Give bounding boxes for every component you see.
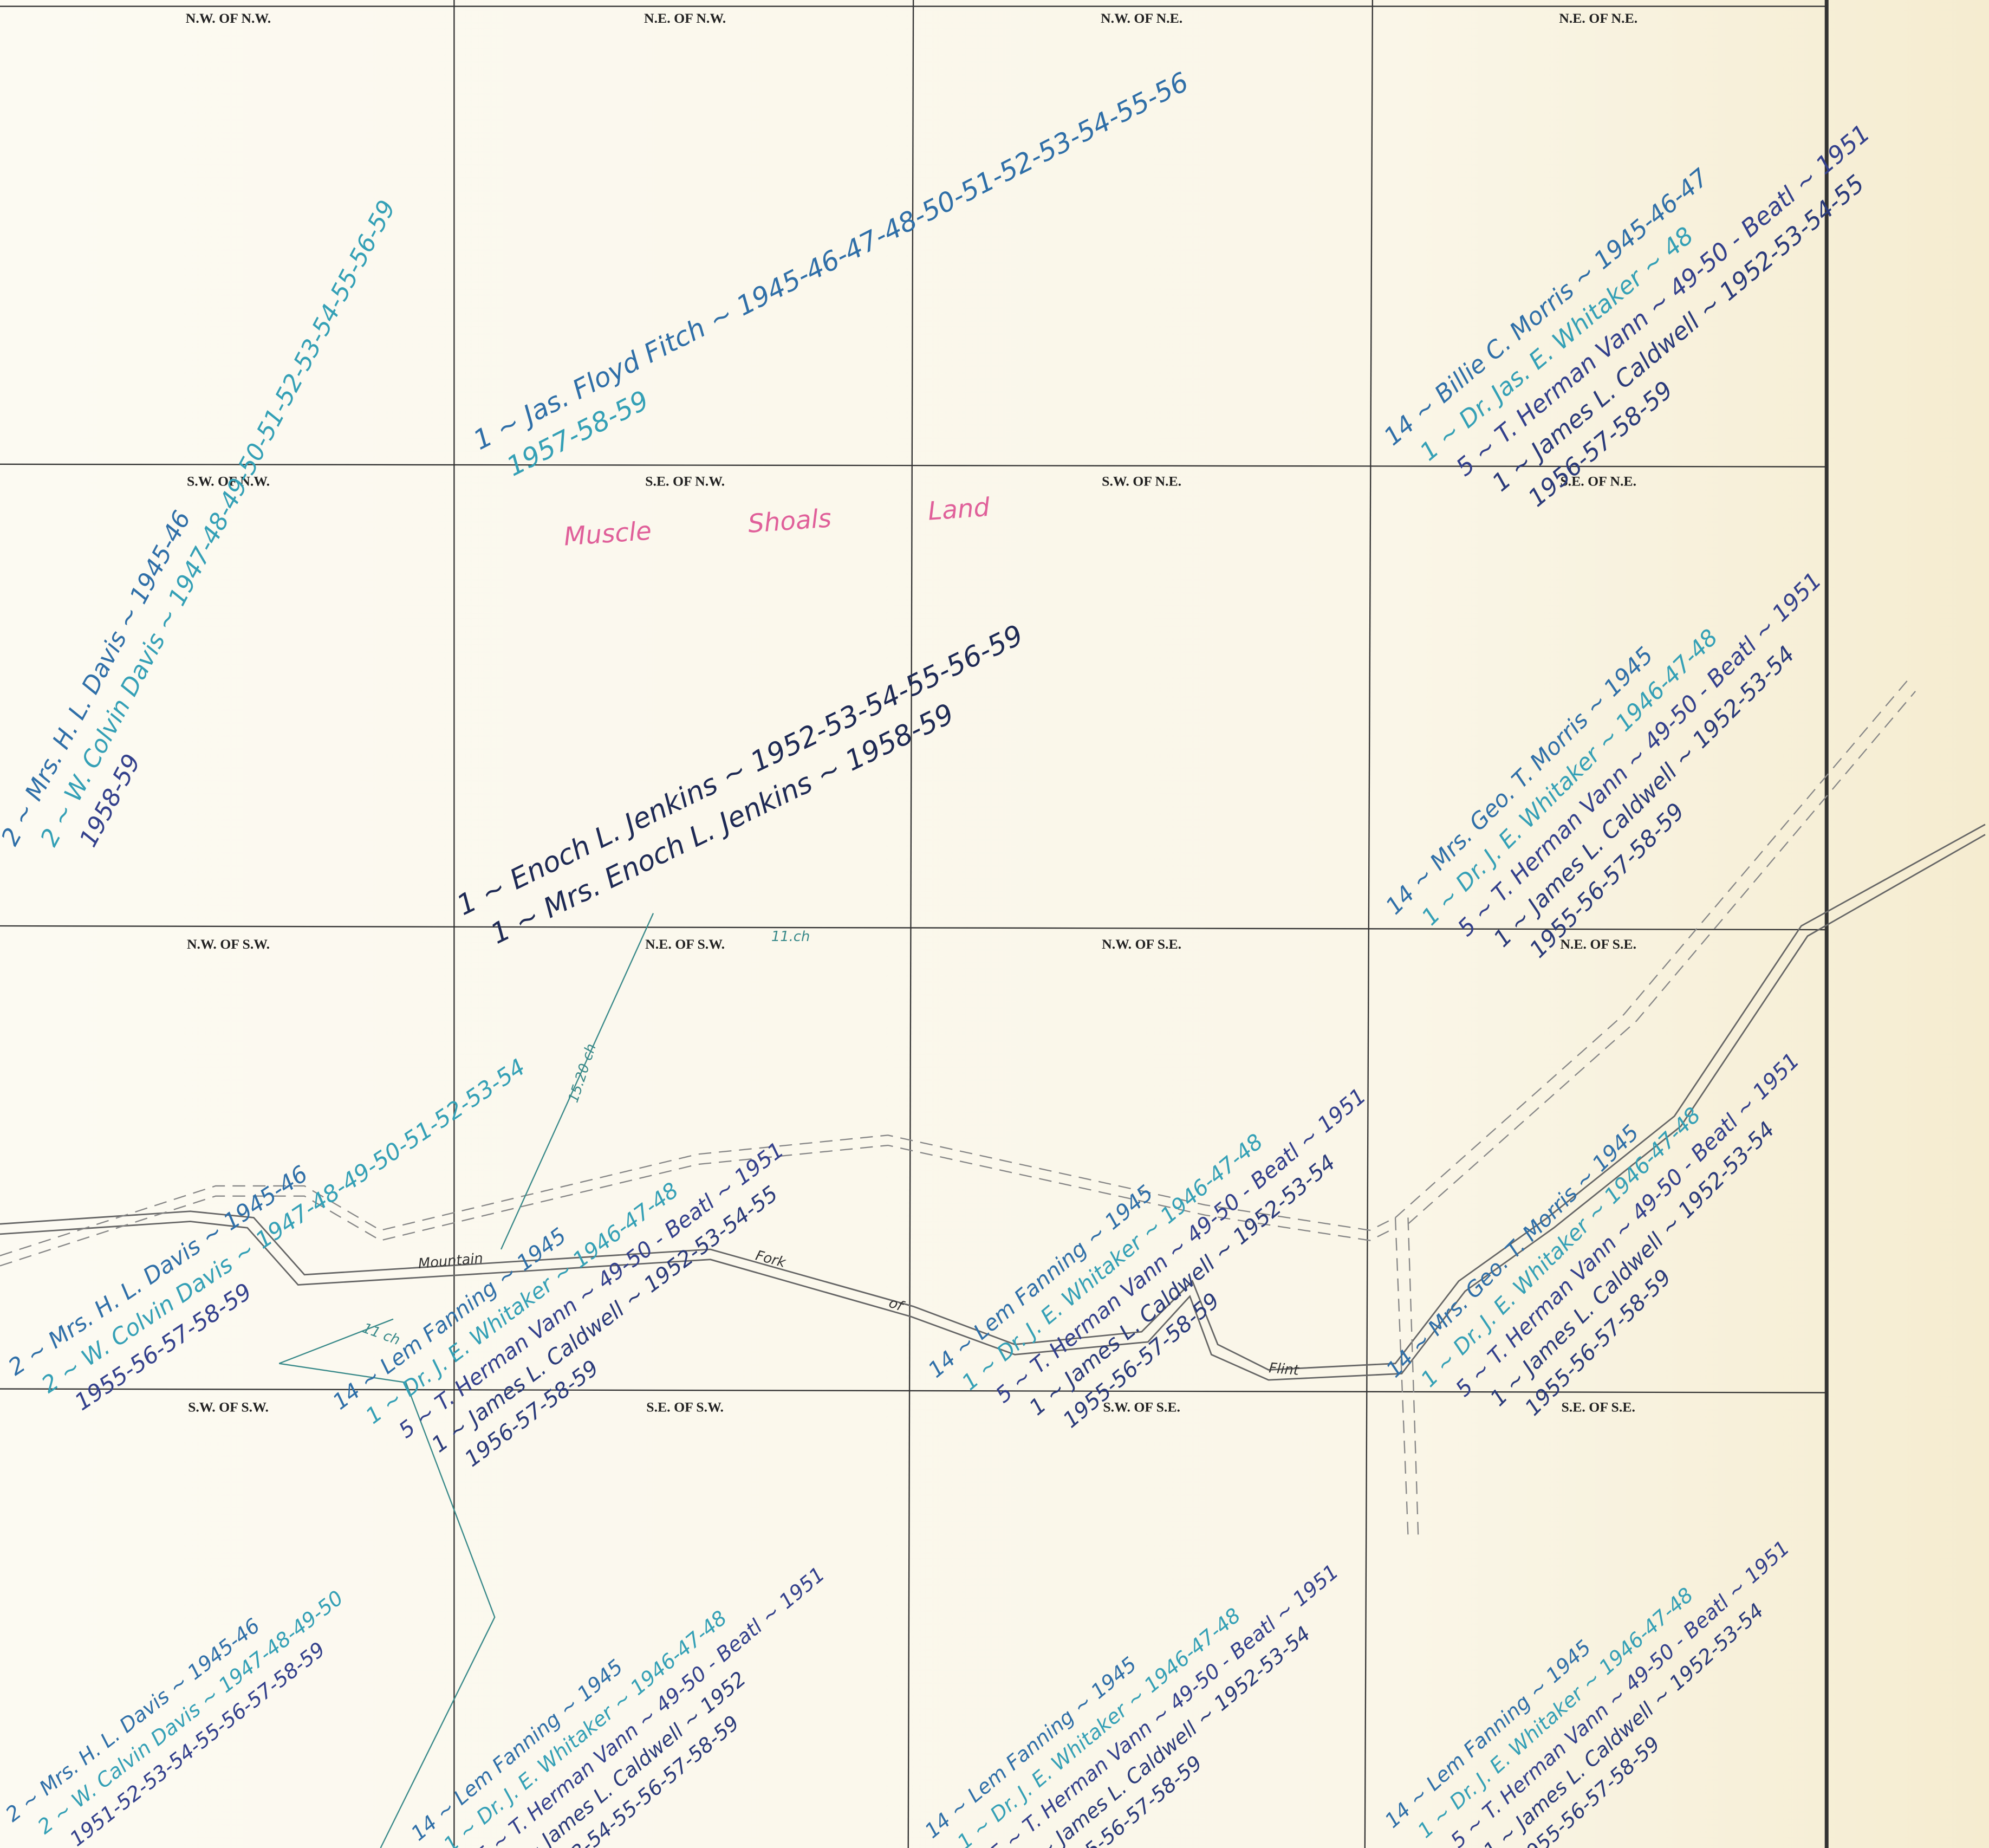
cell-label: S.W. OF N.W.	[187, 474, 270, 489]
cell-label: N.E. OF N.E.	[1559, 10, 1637, 26]
cell-label: S.E. OF N.W.	[645, 474, 725, 489]
cell-label: S.W. OF S.E.	[1103, 1399, 1180, 1415]
cell-label: N.E. OF S.E.	[1560, 936, 1636, 952]
cell-label: S.E. OF N.E.	[1560, 474, 1636, 489]
cell-label: N.W. OF N.W.	[186, 10, 271, 26]
survey-lines	[278, 913, 654, 1848]
cell-label: N.W. OF S.E.	[1102, 936, 1181, 952]
road	[0, 678, 1916, 1535]
cell-label: N.E. OF N.W.	[644, 10, 726, 26]
section-grid	[0, 0, 1829, 1848]
cell-labels: N.W. OF N.W. N.E. OF N.W. N.W. OF N.E. N.E.…	[186, 10, 1637, 1415]
cell-label: S.W. OF S.W.	[188, 1399, 269, 1415]
cell-label: N.W. OF S.W.	[187, 936, 270, 952]
cell-label: N.E. OF S.W.	[645, 936, 725, 952]
cell-label: N.W. OF N.E.	[1101, 10, 1182, 26]
cell-label: S.W. OF N.E.	[1102, 474, 1181, 489]
cell-label: S.E. OF S.W.	[646, 1399, 724, 1415]
flint-river	[0, 824, 1986, 1381]
cell-label: S.E. OF S.E.	[1561, 1399, 1635, 1415]
map-label: 11.ch	[771, 929, 810, 945]
map-label: Flint	[1268, 1360, 1300, 1379]
